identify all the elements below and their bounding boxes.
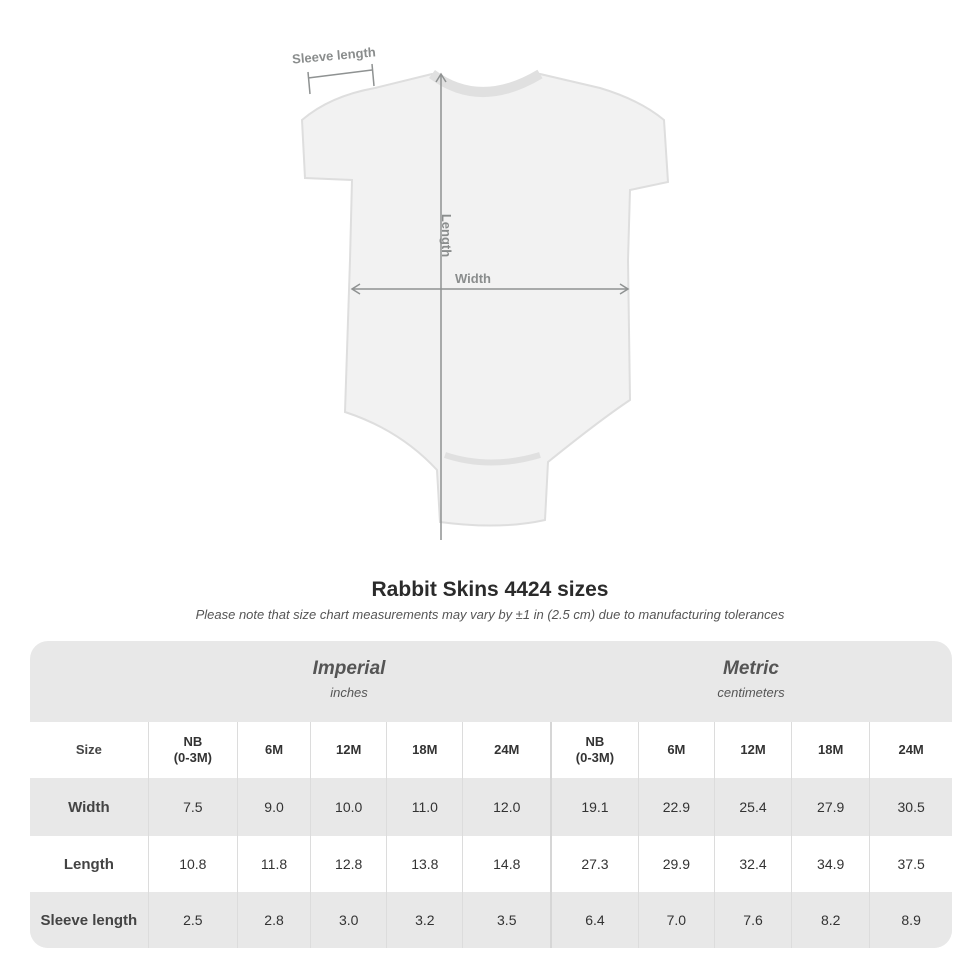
measure-lines xyxy=(307,63,630,540)
imperial-unit: inches xyxy=(330,685,368,700)
metric-title: Metric xyxy=(723,658,779,679)
onesie-diagram xyxy=(300,63,670,540)
metric-unit: centimeters xyxy=(717,685,785,700)
table-cell: 34.9 xyxy=(791,836,870,892)
table-cell: 8.9 xyxy=(869,892,952,948)
table-cell: 2.5 xyxy=(147,892,238,948)
metric-header: Metric centimeters xyxy=(550,641,952,722)
table-cell: 3.2 xyxy=(386,892,463,948)
table-cell: 18M xyxy=(791,722,870,778)
table-cell: 19.1 xyxy=(550,778,639,836)
table-cell: 12M xyxy=(310,722,387,778)
table-cell: 25.4 xyxy=(713,778,792,836)
size-grid: Size NB (0-3M) 6M 12M 18M 24M NB (0-3M) 6M 12M 18… xyxy=(30,722,952,948)
table-cell: 7.6 xyxy=(713,892,792,948)
table-cell: 10.8 xyxy=(147,836,238,892)
table-cell: 6.4 xyxy=(550,892,639,948)
imperial-header: Imperial inches xyxy=(148,641,550,722)
table-cell: 2.8 xyxy=(236,892,311,948)
size-table: Imperial inches Metric centimeters Size N… xyxy=(30,641,952,948)
table-row: Width 7.5 9.0 10.0 11.0 12.0 19.1 22.9 25.4 27.9 3… xyxy=(30,778,952,836)
table-cell: 24M xyxy=(869,722,952,778)
table-cell: 13.8 xyxy=(386,836,463,892)
table-cell: NB (0-3M) xyxy=(147,722,238,778)
width-label: Width xyxy=(455,271,491,286)
table-cell: 32.4 xyxy=(713,836,792,892)
table-cell: 30.5 xyxy=(869,778,952,836)
imperial-title: Imperial xyxy=(312,658,386,679)
table-cell: 11.0 xyxy=(386,778,463,836)
tolerance-note: Please note that size chart measurements… xyxy=(195,607,785,622)
table-cell: 6M xyxy=(637,722,715,778)
table-cell: 24M xyxy=(462,722,552,778)
table-cell: 6M xyxy=(236,722,311,778)
chart-title: Rabbit Skins 4424 sizes xyxy=(371,578,609,601)
table-cell: 27.3 xyxy=(550,836,639,892)
table-cell: 7.5 xyxy=(147,778,238,836)
onesie-shape xyxy=(300,72,670,527)
table-cell: 29.9 xyxy=(637,836,715,892)
table-cell: 12.8 xyxy=(310,836,387,892)
table-row: Length 10.8 11.8 12.8 13.8 14.8 27.3 29.9 32.4 34… xyxy=(30,836,952,892)
table-cell: 7.0 xyxy=(637,892,715,948)
row-label: Length xyxy=(63,855,114,873)
row-label: Width xyxy=(68,798,110,816)
size-header-row: Size NB (0-3M) 6M 12M 18M 24M NB (0-3M) 6M 12M 18… xyxy=(30,722,952,778)
row-label: Sleeve length xyxy=(40,911,138,929)
table-cell: 14.8 xyxy=(462,836,552,892)
table-cell: 10.0 xyxy=(310,778,387,836)
table-cell: 12.0 xyxy=(462,778,552,836)
table-cell: 37.5 xyxy=(869,836,952,892)
length-label: Length xyxy=(439,213,455,258)
table-cell: 27.9 xyxy=(791,778,870,836)
table-cell: 11.8 xyxy=(236,836,311,892)
table-cell: 18M xyxy=(386,722,463,778)
row-label: Size xyxy=(75,742,102,757)
table-cell: 9.0 xyxy=(236,778,311,836)
table-cell: 22.9 xyxy=(637,778,715,836)
table-cell: 3.0 xyxy=(310,892,387,948)
table-row: Sleeve length 2.5 2.8 3.0 3.2 3.5 6.4 7.0 7.6 8.2… xyxy=(30,892,952,948)
table-cell: 12M xyxy=(713,722,792,778)
table-cell: 8.2 xyxy=(791,892,870,948)
table-cell: 3.5 xyxy=(462,892,552,948)
table-cell: NB (0-3M) xyxy=(550,722,639,778)
